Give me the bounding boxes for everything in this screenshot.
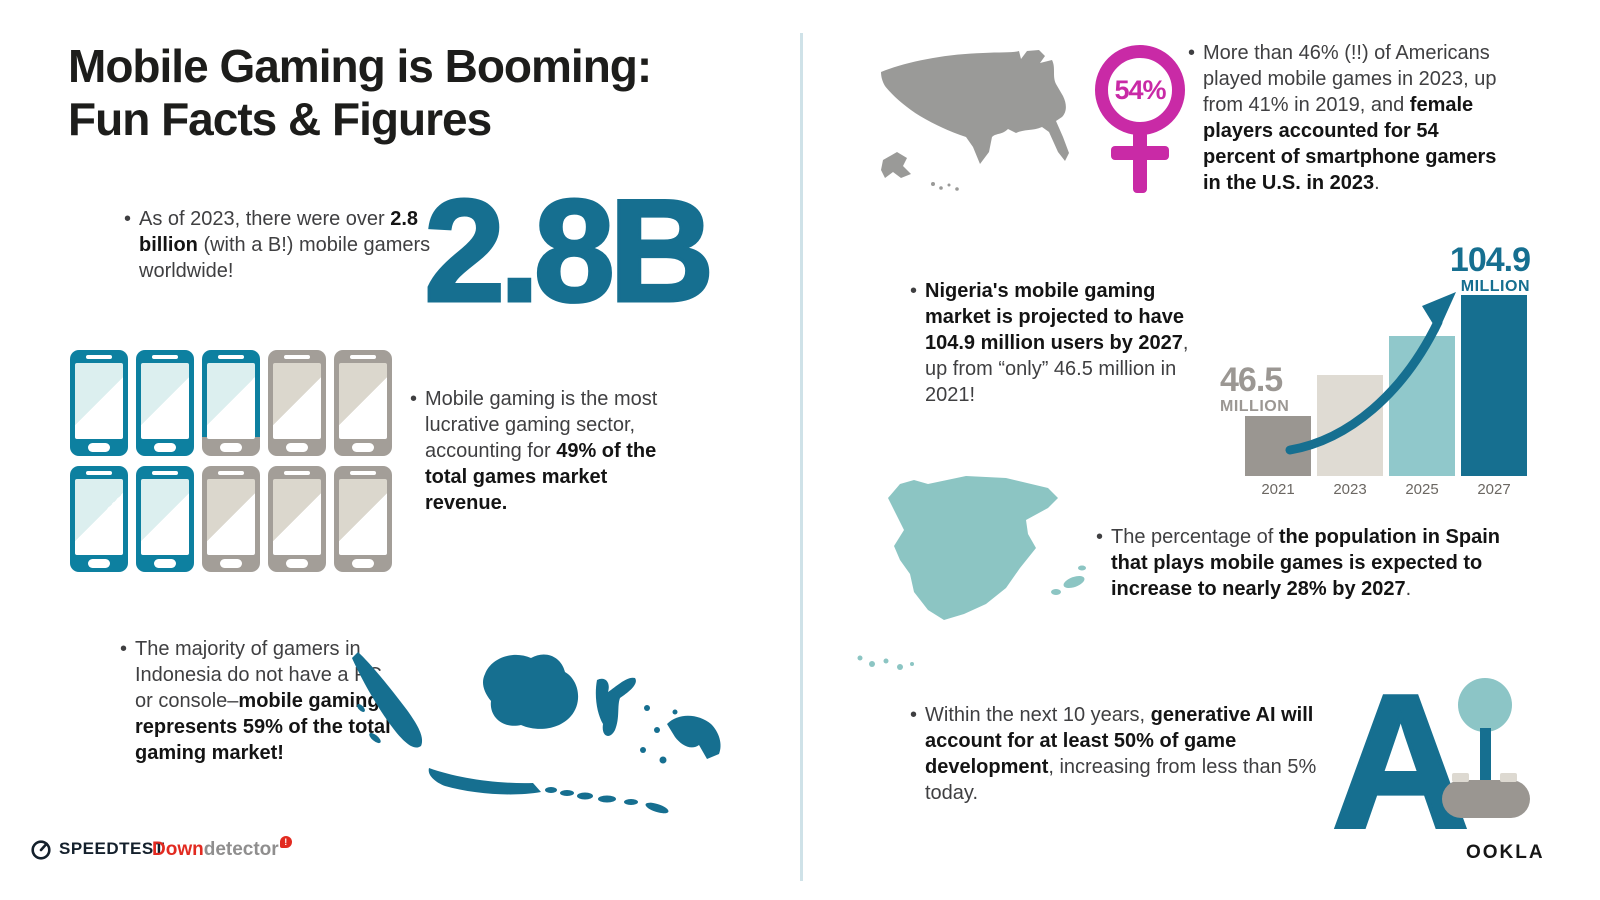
spain-map — [850, 462, 1095, 677]
chart-tick-2021: 2021 — [1261, 481, 1295, 498]
phone-icon-teal — [136, 466, 194, 572]
chart-label-2021-unit: MILLION — [1220, 398, 1290, 416]
female-symbol-stem — [1133, 131, 1147, 193]
phone-icon-teal — [136, 350, 194, 456]
fact-generative-ai: Within the next 10 years, generative AI … — [910, 702, 1325, 806]
chart-tick-2023: 2023 — [1333, 481, 1367, 498]
chart-tick-2027: 2027 — [1477, 481, 1511, 498]
female-share-value: 54% — [1114, 74, 1166, 105]
indonesia-map-icon — [352, 652, 721, 814]
female-symbol-crossbar — [1111, 146, 1169, 160]
indonesia-map — [345, 642, 725, 832]
phone-icon-gray — [334, 350, 392, 456]
chart-label-2027: 104.9 MILLION — [1449, 241, 1531, 296]
speedtest-wordmark: SPEEDTEST — [59, 839, 165, 858]
chart-label-2027-unit: MILLION — [1460, 278, 1530, 296]
chart-ticks: 2021 2023 2025 2027 — [1245, 481, 1527, 498]
phone-icon-gray — [268, 466, 326, 572]
fact-nigeria: Nigeria's mobile gaming market is projec… — [910, 278, 1199, 408]
nigeria-users-bar-chart: 46.5 MILLION 104.9 MILLION 2021 2023 2025 2… — [1218, 241, 1531, 498]
joystick-base-icon — [1442, 780, 1530, 818]
usa-map-icon — [881, 50, 1069, 191]
phone-icon-teal — [70, 466, 128, 572]
downdetector-logo: Downdetector! — [152, 836, 292, 861]
chart-label-2021-number: 46.5 — [1220, 361, 1283, 399]
chart-bar-2027 — [1461, 295, 1527, 476]
joystick-button-left-icon — [1452, 773, 1469, 782]
fact-usa-players: More than 46% (!!) of Americans played m… — [1188, 40, 1503, 196]
chart-label-2021: 46.5 MILLION — [1220, 361, 1290, 416]
phone-icon-gray — [202, 466, 260, 572]
fact-spain: The percentage of the population in Spai… — [1096, 524, 1511, 602]
phone-icon-gray — [334, 466, 392, 572]
ai-letter: A — [1330, 656, 1471, 868]
chart-tick-2025: 2025 — [1405, 481, 1439, 498]
fact-revenue-share: Mobile gaming is the most lucrative gami… — [410, 386, 693, 516]
ai-graphic: A — [1330, 665, 1547, 859]
phone-icon-split — [202, 350, 260, 456]
joystick-button-right-icon — [1500, 773, 1517, 782]
phone-icon-gray — [268, 350, 326, 456]
spain-map-icon — [857, 476, 1086, 670]
fact-gamers-worldwide: As of 2023, there were over 2.8 billion … — [124, 206, 439, 284]
title-line-2: Fun Facts & Figures — [68, 93, 492, 146]
usa-map — [875, 42, 1105, 197]
downdetector-word-down: Down — [152, 839, 204, 860]
page-title: Mobile Gaming is Booming: Fun Facts & Fi… — [68, 40, 652, 147]
downdetector-alert-icon: ! — [279, 836, 292, 848]
chart-label-2027-number: 104.9 — [1449, 241, 1531, 279]
phone-icon-teal — [70, 350, 128, 456]
center-divider — [800, 33, 803, 881]
downdetector-word-detector: detector — [203, 839, 279, 860]
chart-bars — [1245, 295, 1527, 476]
joystick-ball-icon — [1458, 678, 1512, 732]
big-stat-2-8b: 2.8B — [422, 169, 715, 332]
ookla-logo: OOKLA — [1466, 842, 1545, 863]
speedtest-logo: SPEEDTEST — [30, 838, 165, 860]
female-symbol-ring: 54% — [1095, 45, 1185, 135]
phones-grid — [70, 350, 392, 572]
title-line-1: Mobile Gaming is Booming: — [68, 40, 652, 92]
fact-indonesia: The majority of gamers in Indonesia do n… — [120, 636, 397, 766]
female-symbol-icon: 54% — [1095, 45, 1185, 195]
joystick-stick-icon — [1480, 728, 1491, 790]
speedtest-gauge-icon — [31, 840, 51, 860]
growth-arrow-icon — [1285, 292, 1456, 455]
